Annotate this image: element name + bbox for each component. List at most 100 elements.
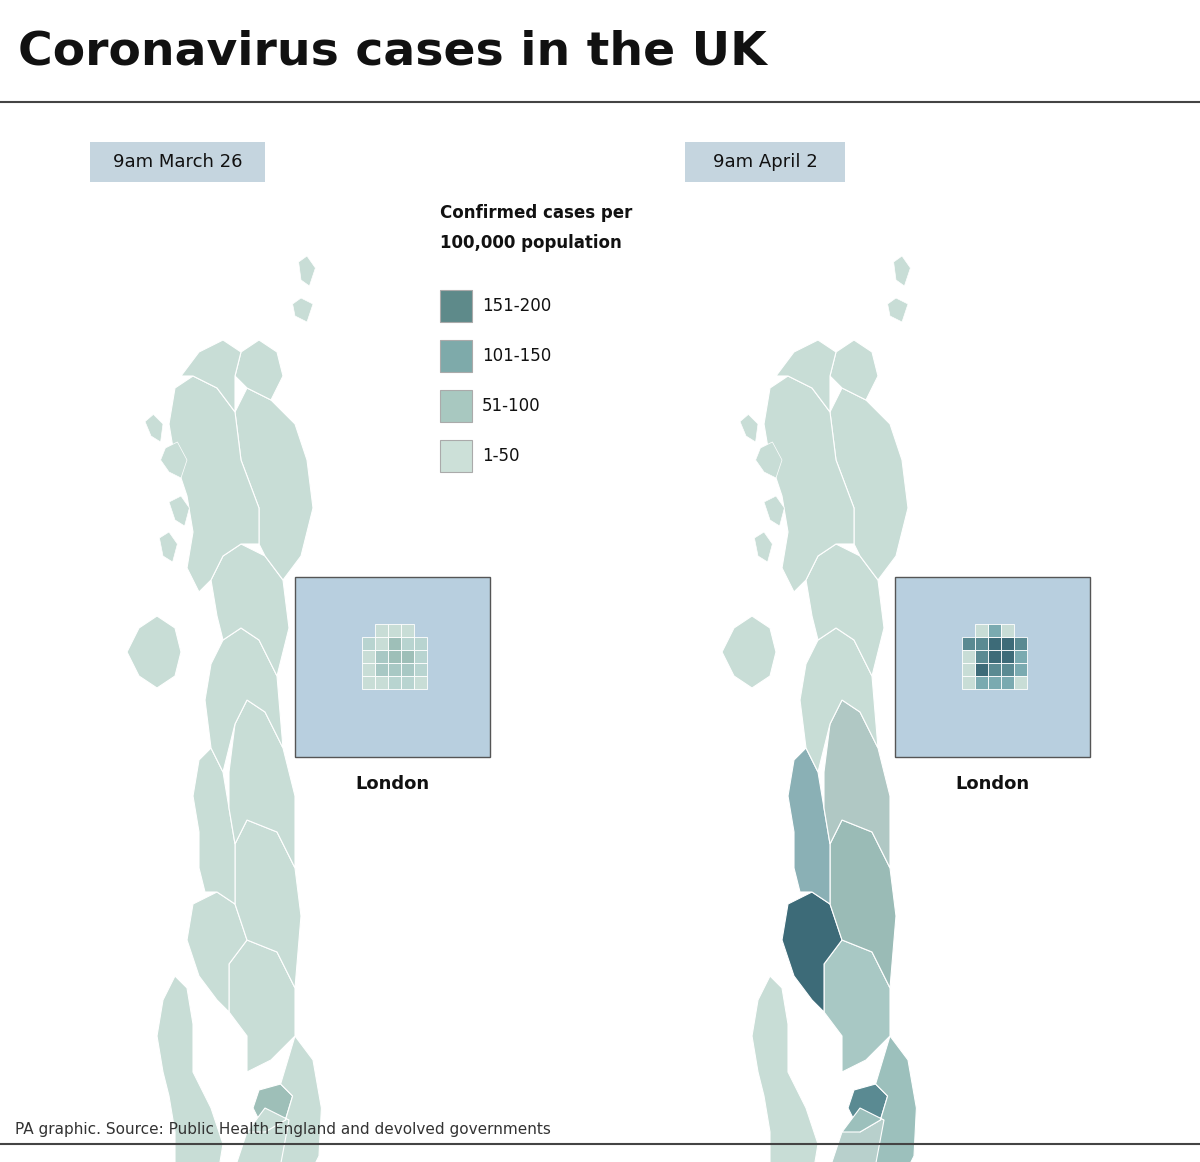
- Polygon shape: [752, 976, 818, 1162]
- Polygon shape: [788, 748, 830, 904]
- Polygon shape: [145, 415, 163, 442]
- Polygon shape: [388, 637, 401, 650]
- Polygon shape: [1001, 662, 1014, 675]
- Text: 9am March 26: 9am March 26: [113, 153, 242, 171]
- Polygon shape: [800, 627, 878, 772]
- Polygon shape: [388, 662, 401, 675]
- Polygon shape: [193, 748, 235, 904]
- Polygon shape: [362, 675, 376, 689]
- Text: PA graphic. Source: Public Health England and devolved governments: PA graphic. Source: Public Health Englan…: [14, 1122, 551, 1136]
- Polygon shape: [376, 650, 388, 662]
- Polygon shape: [376, 624, 388, 637]
- Polygon shape: [388, 675, 401, 689]
- Polygon shape: [976, 675, 988, 689]
- Polygon shape: [1014, 650, 1027, 662]
- Polygon shape: [894, 256, 911, 286]
- Polygon shape: [235, 340, 283, 400]
- Bar: [685, 142, 845, 182]
- Polygon shape: [401, 624, 414, 637]
- Polygon shape: [299, 256, 316, 286]
- Polygon shape: [976, 650, 988, 662]
- Text: Confirmed cases per: Confirmed cases per: [440, 205, 632, 222]
- Polygon shape: [414, 637, 427, 650]
- Polygon shape: [764, 496, 785, 526]
- Bar: [440, 290, 472, 322]
- Polygon shape: [962, 675, 976, 689]
- Polygon shape: [1001, 675, 1014, 689]
- Text: 1-50: 1-50: [482, 447, 520, 465]
- Polygon shape: [414, 675, 427, 689]
- Polygon shape: [976, 624, 988, 637]
- Polygon shape: [169, 496, 190, 526]
- Polygon shape: [362, 637, 376, 650]
- Polygon shape: [755, 532, 773, 562]
- Polygon shape: [988, 650, 1001, 662]
- Polygon shape: [169, 1060, 223, 1162]
- Bar: [440, 340, 472, 372]
- Polygon shape: [976, 662, 988, 675]
- Polygon shape: [962, 662, 976, 675]
- Polygon shape: [401, 662, 414, 675]
- Polygon shape: [235, 1109, 301, 1162]
- Polygon shape: [740, 415, 758, 442]
- Polygon shape: [888, 297, 908, 322]
- Text: 100,000 population: 100,000 population: [440, 234, 622, 252]
- Polygon shape: [806, 544, 884, 676]
- Polygon shape: [988, 637, 1001, 650]
- Polygon shape: [181, 340, 241, 413]
- Polygon shape: [414, 650, 427, 662]
- Polygon shape: [362, 662, 376, 675]
- Polygon shape: [962, 650, 976, 662]
- Text: 51-100: 51-100: [482, 397, 541, 415]
- Polygon shape: [235, 820, 301, 988]
- Polygon shape: [401, 637, 414, 650]
- Polygon shape: [362, 650, 376, 662]
- Text: 9am April 2: 9am April 2: [713, 153, 817, 171]
- Polygon shape: [1001, 624, 1014, 637]
- Text: Coronavirus cases in the UK: Coronavirus cases in the UK: [18, 29, 767, 74]
- Polygon shape: [756, 442, 782, 478]
- Polygon shape: [293, 297, 313, 322]
- Polygon shape: [830, 388, 908, 580]
- Polygon shape: [205, 627, 283, 772]
- Polygon shape: [988, 662, 1001, 675]
- Bar: [295, 578, 490, 756]
- Polygon shape: [127, 616, 181, 688]
- Text: London: London: [955, 775, 1030, 792]
- Bar: [895, 578, 1090, 756]
- Polygon shape: [401, 650, 414, 662]
- Polygon shape: [169, 376, 259, 591]
- Polygon shape: [376, 675, 388, 689]
- Polygon shape: [722, 616, 776, 688]
- Polygon shape: [253, 1084, 293, 1132]
- Polygon shape: [376, 662, 388, 675]
- Polygon shape: [161, 442, 187, 478]
- Polygon shape: [988, 624, 1001, 637]
- Polygon shape: [414, 662, 427, 675]
- Polygon shape: [229, 700, 295, 868]
- Polygon shape: [388, 650, 401, 662]
- Polygon shape: [187, 892, 247, 1012]
- Polygon shape: [782, 892, 842, 1012]
- Polygon shape: [988, 675, 1001, 689]
- Bar: [0, 0, 1200, 102]
- Polygon shape: [157, 976, 223, 1162]
- Polygon shape: [824, 700, 890, 868]
- Polygon shape: [848, 1084, 888, 1132]
- Polygon shape: [830, 340, 878, 400]
- Text: London: London: [355, 775, 430, 792]
- Polygon shape: [824, 940, 890, 1073]
- Bar: [90, 142, 265, 182]
- Polygon shape: [842, 1037, 917, 1162]
- Polygon shape: [830, 1109, 896, 1162]
- Polygon shape: [1001, 637, 1014, 650]
- Bar: [440, 440, 472, 472]
- Polygon shape: [388, 624, 401, 637]
- Polygon shape: [1001, 650, 1014, 662]
- Polygon shape: [764, 376, 854, 591]
- Polygon shape: [1014, 675, 1027, 689]
- Bar: [440, 390, 472, 422]
- Polygon shape: [235, 388, 313, 580]
- Polygon shape: [160, 532, 178, 562]
- Polygon shape: [211, 544, 289, 676]
